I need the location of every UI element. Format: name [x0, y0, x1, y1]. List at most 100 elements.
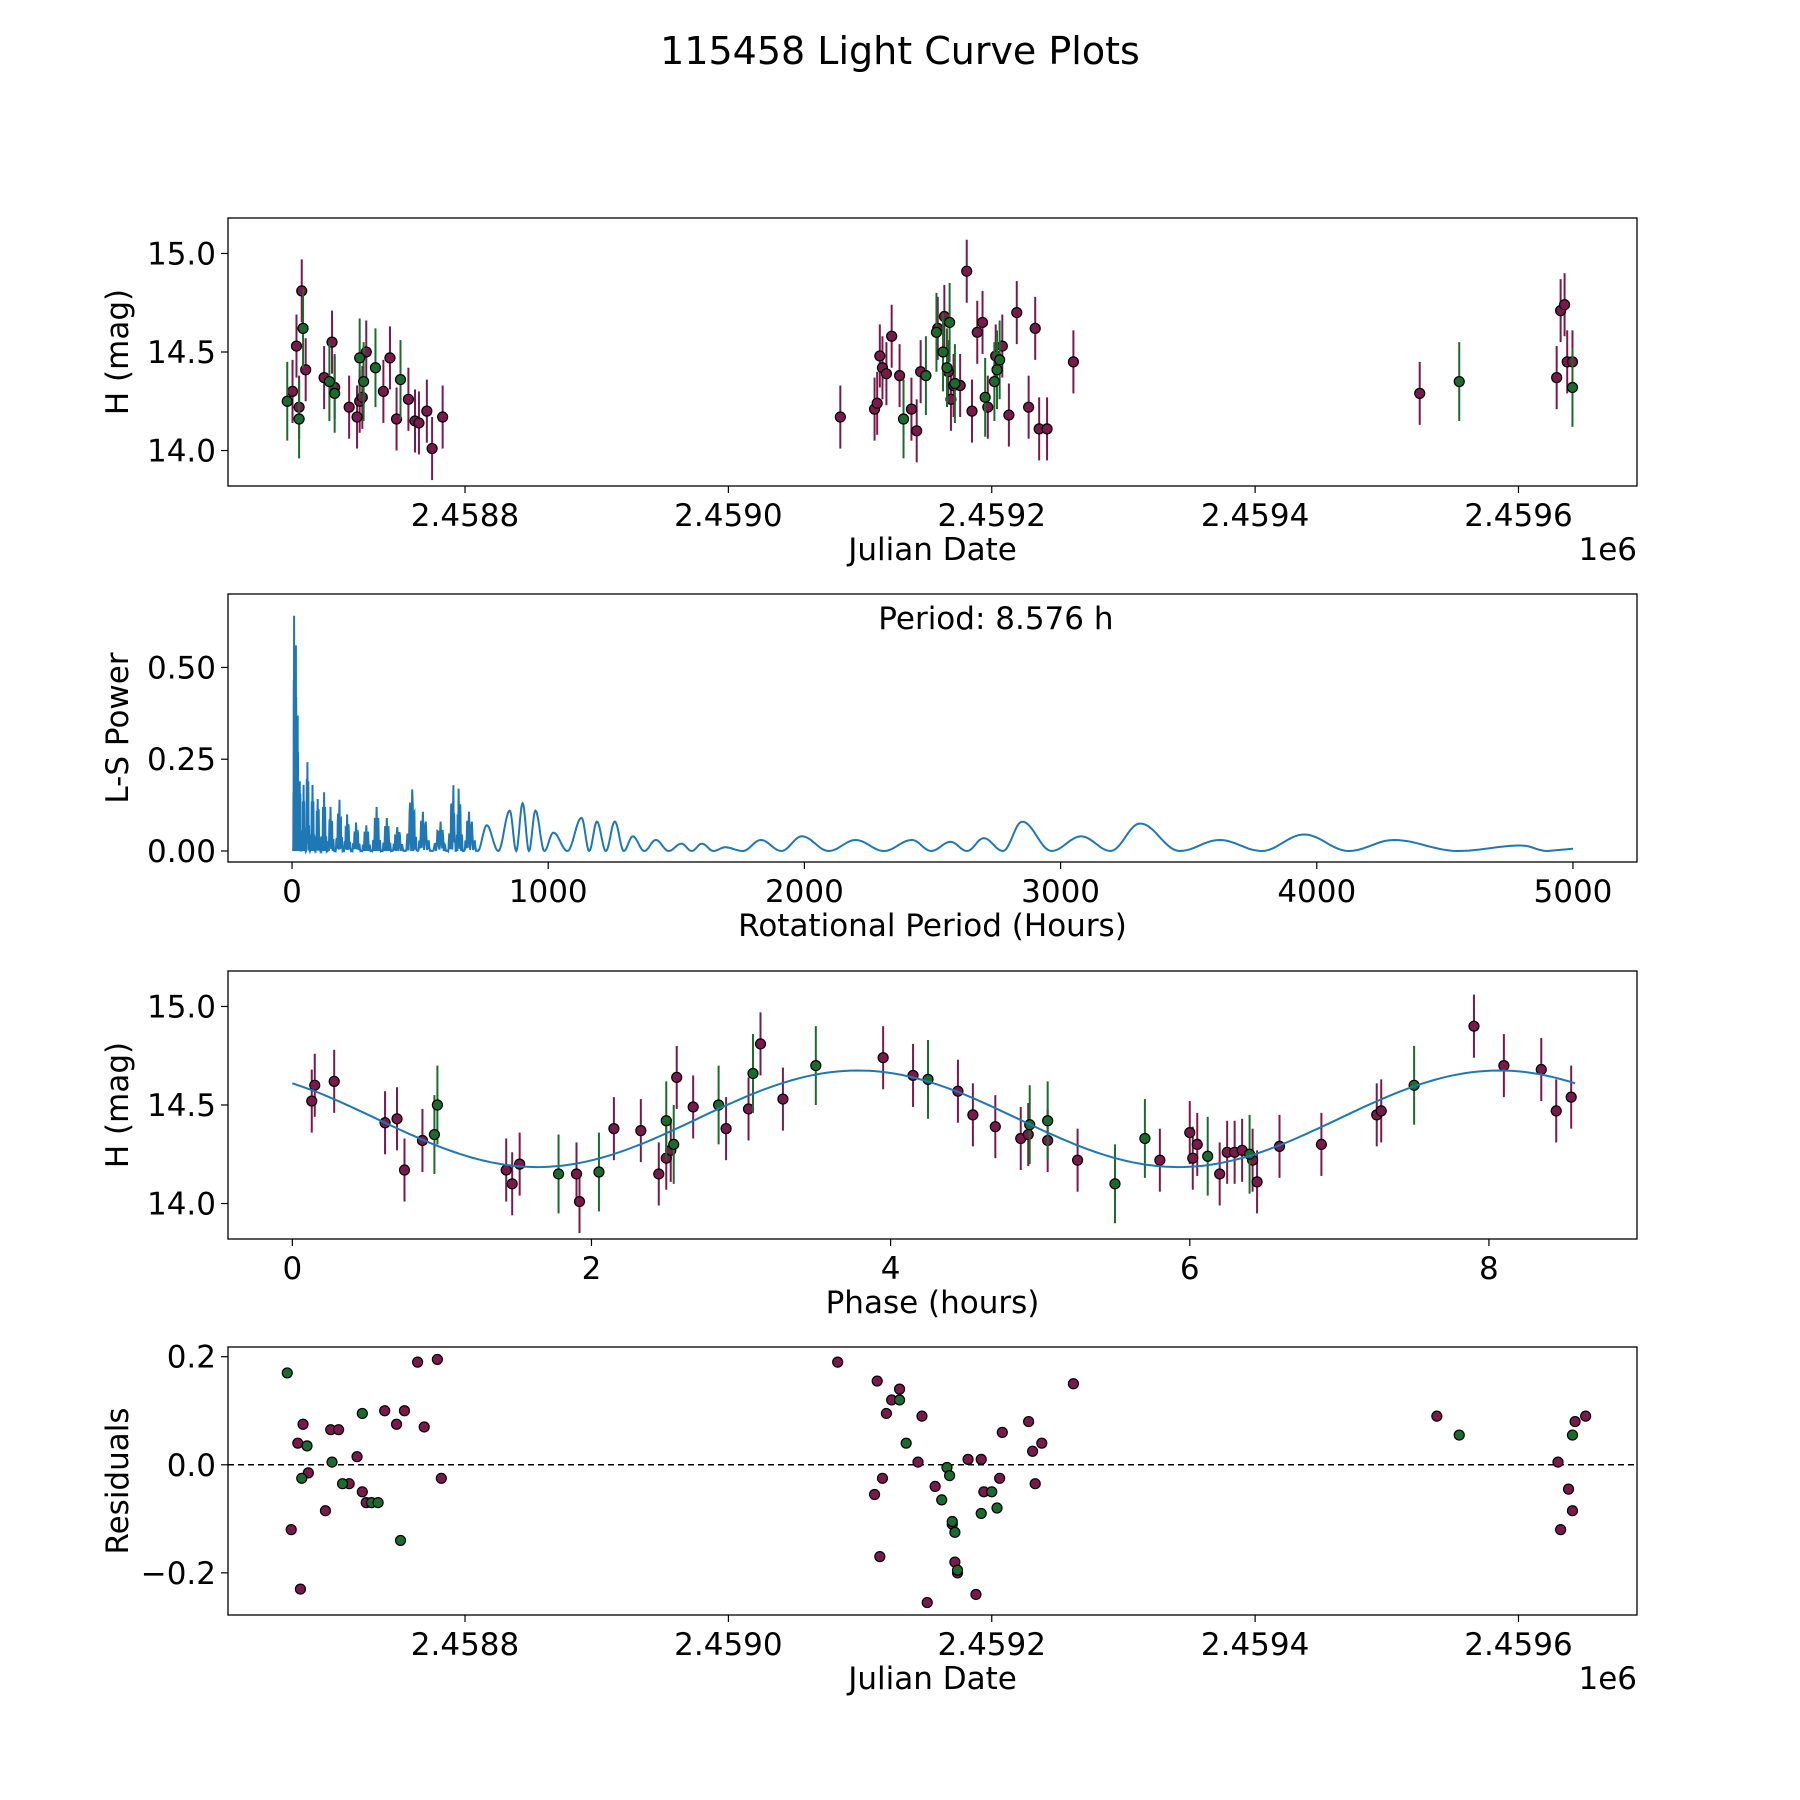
data-point — [384, 352, 396, 364]
data-point — [1498, 1059, 1510, 1072]
x-axis-label: Phase (hours) — [826, 1285, 1040, 1321]
y-tick-label: 0.0 — [167, 1448, 216, 1484]
y-tick-label: 0.00 — [147, 834, 216, 870]
data-point — [285, 1524, 297, 1536]
data-point — [1375, 1105, 1387, 1117]
data-point — [979, 391, 991, 403]
data-point — [994, 1472, 1006, 1484]
x-tick-label: 2.4592 — [938, 498, 1046, 534]
y-axis-label: Residuals — [100, 1407, 136, 1554]
data-point — [653, 1168, 665, 1180]
data-point — [1552, 1456, 1564, 1468]
data-point — [991, 364, 1003, 376]
data-point — [281, 395, 293, 407]
data-point — [916, 1410, 928, 1422]
data-point — [351, 411, 363, 423]
data-point — [754, 1038, 767, 1050]
x-tick-label: 2.4588 — [411, 1627, 519, 1663]
data-point — [1565, 1091, 1577, 1103]
data-point — [1023, 401, 1035, 413]
x-tick-label: 2.4590 — [674, 498, 782, 534]
data-point — [294, 1583, 307, 1595]
figure-title: 115458 Light Curve Plots — [660, 29, 1140, 73]
data-point — [1003, 409, 1015, 421]
x-axis-label: Julian Date — [846, 532, 1017, 568]
plot-area — [228, 1353, 1637, 1609]
data-point — [319, 1505, 332, 1517]
data-point — [431, 1099, 444, 1111]
data-point — [379, 1405, 391, 1417]
data-point — [328, 1075, 340, 1087]
data-point — [937, 346, 949, 358]
data-point — [949, 1526, 961, 1538]
data-point — [573, 1195, 586, 1208]
data-point — [301, 1440, 313, 1452]
x-tick-label: 8 — [1479, 1251, 1499, 1287]
data-point — [944, 316, 956, 329]
data-point — [877, 1052, 889, 1064]
data-point — [966, 405, 978, 417]
x-tick-label: 0 — [282, 874, 302, 910]
data-point — [1414, 387, 1426, 399]
data-point — [309, 1079, 321, 1091]
y-tick-label: 14.0 — [147, 434, 216, 470]
data-point — [1214, 1168, 1226, 1180]
y-axis-label: H (mag) — [100, 289, 136, 415]
data-point — [354, 352, 366, 364]
data-point — [911, 425, 923, 437]
data-point — [413, 417, 425, 429]
y-tick-label: 0.50 — [147, 650, 216, 686]
data-point — [390, 1418, 403, 1430]
data-point — [1315, 1138, 1327, 1151]
data-point — [893, 1394, 906, 1406]
data-point — [951, 1564, 964, 1576]
periodogram-panel: 0 1000 2000 3000 4000 5000 0.00 0.25 0.50 Rotatio… — [100, 593, 1638, 944]
data-point — [986, 1486, 998, 1498]
data-point — [1551, 372, 1563, 384]
data-point — [920, 370, 932, 382]
data-point — [874, 1551, 886, 1563]
data-point — [1184, 1126, 1196, 1139]
x-tick-label: 2.4596 — [1464, 498, 1572, 534]
data-point — [336, 1478, 349, 1490]
y-tick-label: 14.5 — [147, 335, 216, 371]
data-point — [921, 1596, 933, 1609]
y-tick-label: 0.25 — [147, 742, 216, 778]
fit-curve — [291, 1069, 1576, 1169]
data-point — [570, 1168, 583, 1180]
data-point — [668, 1138, 680, 1151]
x-tick-label: 3000 — [1021, 874, 1100, 910]
x-tick-label: 2.4588 — [411, 498, 519, 534]
data-point — [871, 1375, 883, 1387]
data-point — [893, 1383, 906, 1395]
data-point — [428, 1128, 441, 1141]
data-point — [876, 1472, 889, 1484]
data-point — [1580, 1410, 1592, 1422]
data-point — [961, 265, 973, 277]
data-point — [1041, 423, 1053, 435]
x-tick-label: 6 — [1180, 1251, 1200, 1287]
data-point — [506, 1178, 518, 1190]
y-tick-label: 0.2 — [167, 1340, 216, 1376]
data-point — [306, 1095, 318, 1107]
data-point — [1550, 1105, 1562, 1117]
data-point — [402, 393, 415, 405]
data-point — [874, 350, 886, 362]
data-point — [1569, 1415, 1581, 1428]
data-point — [343, 401, 355, 413]
x-tick-label: 5000 — [1534, 874, 1613, 910]
data-point — [900, 1437, 912, 1449]
data-point — [832, 1356, 844, 1368]
periodogram-line — [292, 615, 1574, 855]
data-point — [1026, 1445, 1039, 1457]
data-point — [1566, 381, 1579, 394]
data-point — [412, 1356, 424, 1368]
data-point — [949, 377, 961, 390]
data-point — [988, 375, 1000, 388]
y-tick-label: −0.2 — [141, 1556, 216, 1592]
data-point — [514, 1158, 526, 1170]
y-tick-label: 15.0 — [147, 236, 216, 272]
data-point — [777, 1093, 789, 1105]
data-point — [333, 1424, 345, 1436]
